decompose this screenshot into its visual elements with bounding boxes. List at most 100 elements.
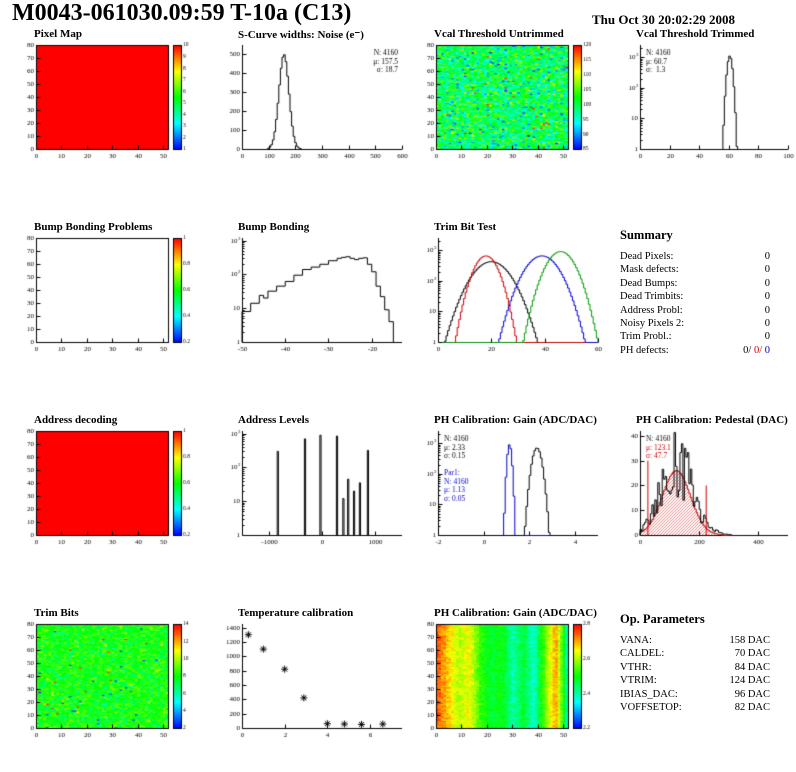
op-value-part: 82 DAC: [734, 702, 770, 714]
plot-title: Trim Bit Test: [434, 221, 497, 233]
op-row: VANA: 158 DAC: [620, 634, 770, 647]
summary-label: Dead Bumps:: [620, 277, 678, 289]
summary-value-part: 0: [762, 344, 770, 356]
pixel-map-plot: Pixel Map: [10, 28, 210, 178]
ph-pedestal-plot: PH Calibration: Pedestal (DAC): [612, 414, 796, 564]
op-parameters-panel: Op. Parameters VANA: 158 DAC CALDEL: 70 DAC…: [620, 612, 778, 714]
op-label: VTRIM:: [620, 675, 657, 687]
vcal-trimmed-plot: Vcal Threshold Trimmed: [612, 28, 796, 178]
summary-label: PH defects:: [620, 344, 669, 356]
op-value-part: 96 DAC: [734, 688, 770, 700]
op-row: VTHR: 84 DAC: [620, 661, 770, 674]
op-value-part: 70 DAC: [734, 648, 770, 660]
address-levels-plot: Address Levels: [214, 414, 414, 564]
op-value-part: 84 DAC: [734, 661, 770, 673]
summary-row: Trim Probl.: 0: [620, 330, 770, 343]
summary-row: Mask defects: 0: [620, 263, 770, 276]
summary-value: 0: [765, 277, 770, 290]
plot-title: PH Calibration: Pedestal (DAC): [636, 414, 788, 426]
summary-value-part: 0: [764, 264, 770, 276]
plot-title: S-Curve widths: Noise (e⁻): [238, 29, 364, 41]
summary-label: Noisy Pixels 2:: [620, 318, 685, 330]
summary-value: 0: [765, 330, 770, 343]
op-label: CALDEL:: [620, 648, 665, 660]
summary-value-part: 0: [764, 304, 770, 316]
ph-gain-map-plot: PH Calibration: Gain (ADC/DAC): [410, 607, 610, 757]
summary-label: Address Probl:: [620, 304, 683, 316]
summary-value-part: 0: [764, 291, 770, 303]
summary-value-part: 0: [764, 331, 770, 343]
plot-title: Bump Bonding Problems: [34, 221, 153, 233]
summary-title: Summary: [620, 228, 673, 242]
op-value: 96 DAC: [735, 688, 770, 701]
summary-value: 0/ 0/ 0: [743, 344, 770, 357]
timestamp: Thu Oct 30 20:02:29 2008: [592, 12, 735, 27]
op-parameters-title: Op. Parameters: [620, 612, 705, 626]
summary-value: 0: [765, 263, 770, 276]
op-label: IBIAS_DAC:: [620, 688, 678, 700]
summary-row: Dead Pixels: 0: [620, 250, 770, 263]
page-title: M0043-061030.09:59 T-10a (C13): [12, 0, 352, 26]
summary-label: Trim Probl.:: [620, 331, 672, 343]
summary-value-part: 0: [764, 318, 770, 330]
bump-bonding-plot: Bump Bonding: [214, 221, 414, 371]
op-label: VOFFSETOP:: [620, 702, 682, 714]
ph-gain-hist-canvas: [410, 427, 606, 555]
op-row: CALDEL: 70 DAC: [620, 647, 770, 660]
summary-label: Dead Trimbits:: [620, 291, 684, 303]
summary-row: PH defects: 0/ 0/ 0: [620, 344, 770, 357]
trim-bits-map-canvas: [10, 620, 206, 748]
summary-value: 0: [765, 317, 770, 330]
op-label: VTHR:: [620, 661, 652, 673]
op-label: VANA:: [620, 635, 652, 646]
plot-title: Vcal Threshold Trimmed: [636, 28, 755, 40]
summary-value: 0: [765, 290, 770, 303]
summary-label: Mask defects:: [620, 264, 679, 276]
summary-value: 0: [765, 304, 770, 317]
summary-rows: Dead Pixels: 0 Mask defects: 0 Dead Bumps: 0 D…: [620, 250, 778, 357]
summary-value-part: 0: [764, 277, 770, 289]
plot-title: Temperature calibration: [238, 607, 354, 619]
plot-title: Address decoding: [34, 414, 118, 426]
summary-value-part: 0/: [743, 344, 752, 356]
op-value: 124 DAC: [729, 674, 770, 687]
summary-row: Noisy Pixels 2: 0: [620, 317, 770, 330]
bump-problems-plot: Bump Bonding Problems: [10, 221, 210, 371]
plot-title: PH Calibration: Gain (ADC/DAC): [434, 414, 597, 426]
plot-title: Vcal Threshold Untrimmed: [434, 28, 564, 40]
address-decoding-plot: Address decoding: [10, 414, 210, 564]
pixel-map-canvas: [10, 41, 206, 169]
summary-value-part: 0: [764, 251, 770, 262]
scurve-noise-plot: S-Curve widths: Noise (e⁻): [214, 28, 414, 178]
op-value: 82 DAC: [735, 701, 770, 714]
temp-calibration-canvas: [214, 620, 410, 748]
op-row: VTRIM: 124 DAC: [620, 674, 770, 687]
bump-bonding-canvas: [214, 234, 410, 362]
vcal-trimmed-canvas: [612, 41, 796, 169]
op-row: VOFFSETOP: 82 DAC: [620, 701, 770, 714]
summary-row: Dead Bumps: 0: [620, 277, 770, 290]
vcal-untrimmed-canvas: [410, 41, 606, 169]
plot-title: Address Levels: [238, 414, 309, 426]
op-value: 84 DAC: [735, 661, 770, 674]
trim-bit-test-canvas: [410, 234, 606, 362]
scurve-noise-canvas: [214, 41, 410, 169]
address-decoding-canvas: [10, 427, 206, 555]
op-parameters-rows: VANA: 158 DAC CALDEL: 70 DAC VTHR: 84 DAC VTRI…: [620, 634, 778, 714]
summary-row: Dead Trimbits: 0: [620, 290, 770, 303]
op-value-part: 124 DAC: [729, 675, 770, 687]
summary-label: Dead Pixels:: [620, 251, 674, 262]
summary-panel: Summary Dead Pixels: 0 Mask defects: 0 Dead …: [620, 228, 778, 357]
plot-title: Bump Bonding: [238, 221, 310, 233]
plot-title: Trim Bits: [34, 607, 79, 619]
ph-gain-map-canvas: [410, 620, 606, 748]
temp-calibration-plot: Temperature calibration: [214, 607, 414, 757]
bump-problems-canvas: [10, 234, 206, 362]
ph-pedestal-canvas: [612, 427, 796, 555]
trim-bit-test-plot: Trim Bit Test: [410, 221, 610, 371]
vcal-untrimmed-plot: Vcal Threshold Untrimmed: [410, 28, 610, 178]
plot-title: PH Calibration: Gain (ADC/DAC): [434, 607, 597, 619]
summary-row: Address Probl: 0: [620, 304, 770, 317]
trim-bits-map-plot: Trim Bits: [10, 607, 210, 757]
op-value-part: 158 DAC: [729, 635, 770, 646]
